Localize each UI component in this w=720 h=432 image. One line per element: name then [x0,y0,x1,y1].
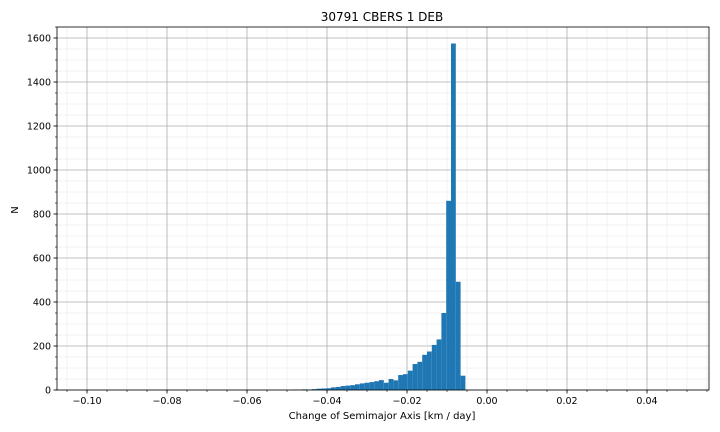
histogram-bar [431,344,437,390]
histogram-bar [359,383,365,390]
histogram-bar [340,386,346,390]
histogram-bar [326,388,331,390]
x-tick-label: 0.00 [476,396,497,407]
histogram-bar [369,382,375,390]
histogram-bar [427,351,432,390]
histogram-bar [316,388,322,390]
y-axis-label: N [10,206,21,213]
y-tick-label: 0 [45,386,51,397]
histogram-bar [321,388,327,390]
x-tick-label: 0.02 [556,396,577,407]
y-tick-label: 1200 [27,122,51,133]
histogram-bar [455,281,461,390]
histogram-bar [417,361,423,390]
histogram-bar [441,313,447,390]
histogram-bar [393,380,399,390]
x-tick-label: 0.04 [636,396,657,407]
histogram-bar [355,384,360,390]
histogram-bar [451,43,456,390]
histogram-bar [345,385,351,390]
histogram-bar [364,382,370,390]
y-tick-label: 600 [33,254,51,265]
histogram-bar [403,374,408,390]
histogram-bar [422,354,427,390]
histogram-bar [311,389,317,390]
histogram-bar [350,385,355,390]
histogram-bar [460,375,466,390]
y-tick-label: 800 [33,210,51,221]
histogram-bars [292,43,466,390]
y-axis-ticks: 0 200 400 600 800 1000 1200 1400 1600 [27,26,57,397]
histogram-bar [398,375,403,390]
chart-title: 30791 CBERS 1 DEB [321,10,443,24]
histogram-bar [331,387,336,390]
y-tick-label: 1000 [27,166,51,177]
histogram-bar [407,370,413,390]
y-tick-label: 1600 [27,34,51,45]
plot-frame [56,26,710,391]
x-tick-label: −0.04 [312,396,341,407]
histogram-bar [388,379,394,390]
x-tick-label: −0.08 [152,396,181,407]
x-tick-label: −0.06 [232,396,261,407]
histogram-bar [335,386,341,390]
histogram-bar [383,382,389,390]
y-tick-label: 1400 [27,78,51,89]
major-grid [57,27,709,391]
x-tick-label: −0.10 [72,396,101,407]
histogram-bar [379,380,384,390]
x-axis-label: Change of Semimajor Axis [km / day] [289,411,476,422]
histogram-bar [412,364,418,390]
histogram-bar [374,381,379,390]
histogram-bar [446,200,451,390]
y-tick-label: 200 [33,342,51,353]
y-tick-label: 400 [33,298,51,309]
x-tick-label: −0.02 [392,396,421,407]
histogram-bar [436,339,442,390]
